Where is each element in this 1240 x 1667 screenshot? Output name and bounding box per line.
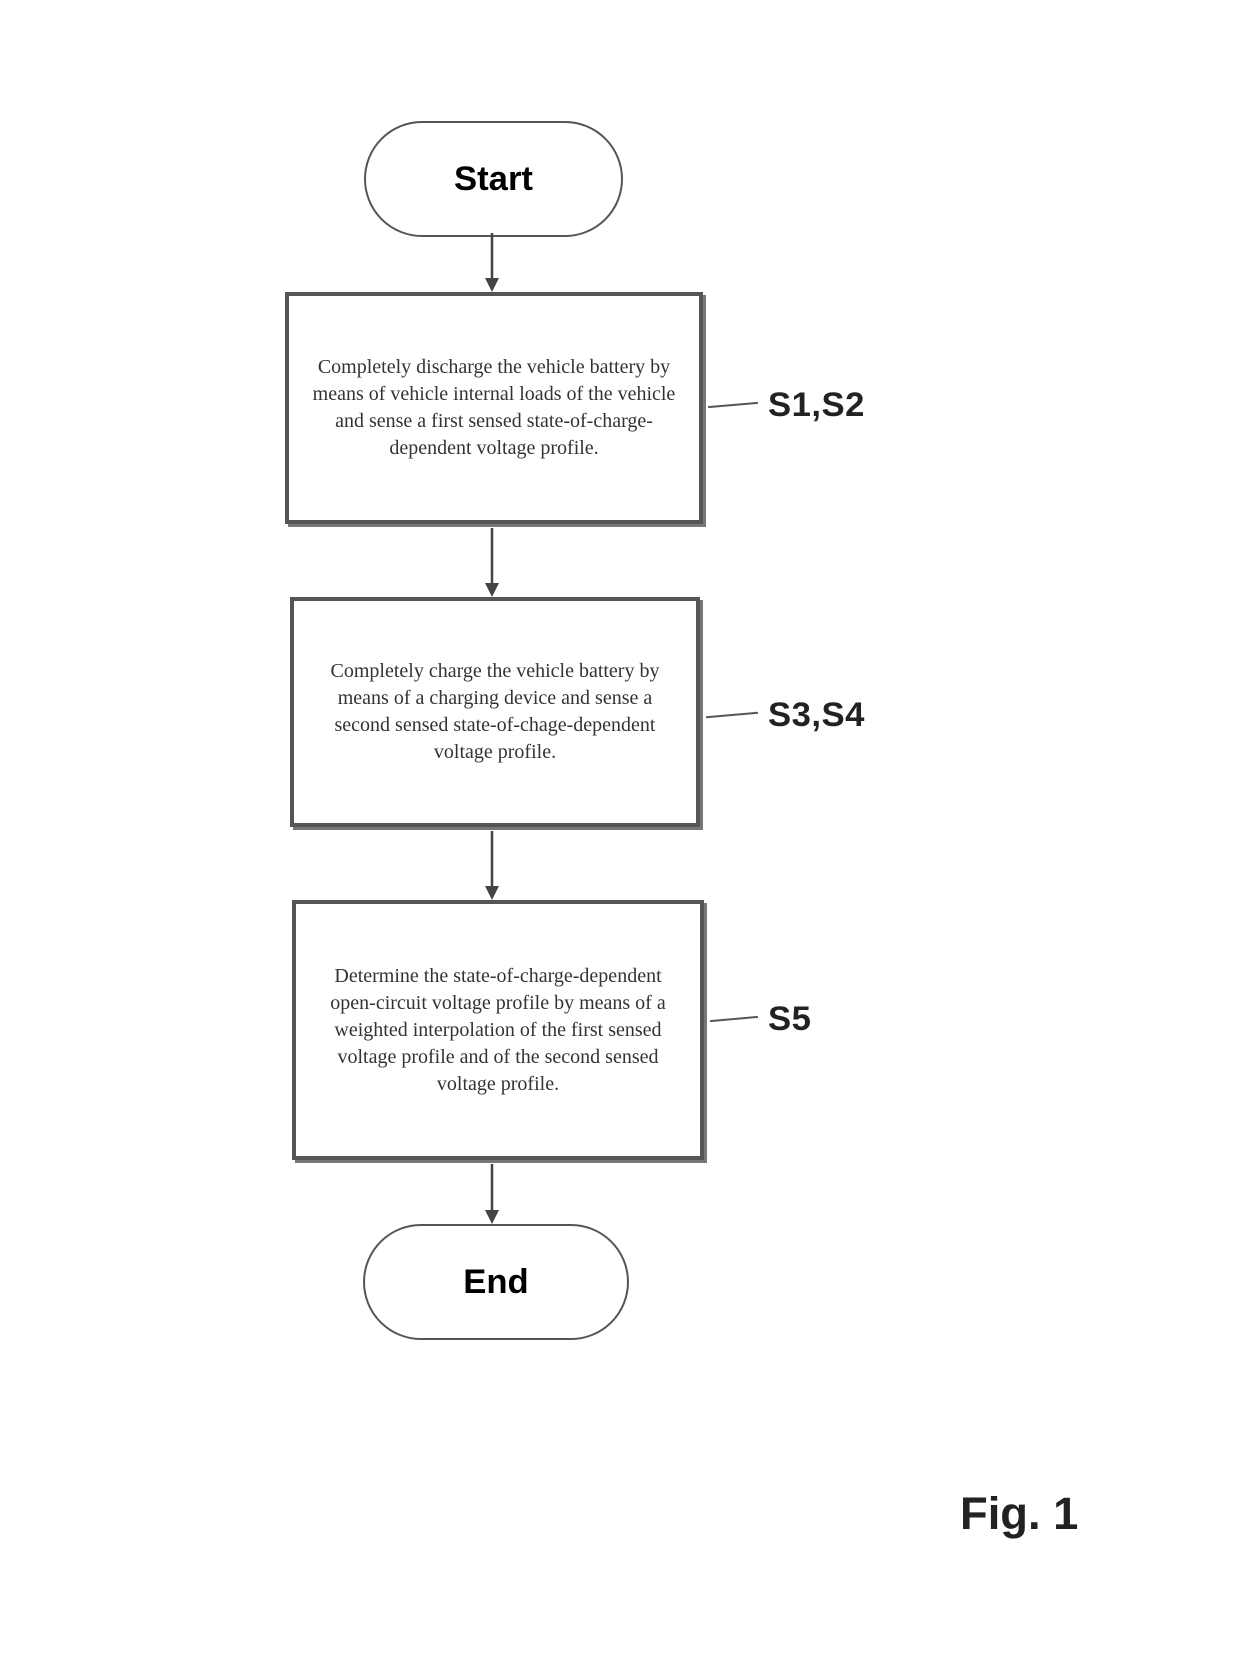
- arrow-step3-end: [480, 1164, 504, 1224]
- process-step1-text: Completely discharge the vehicle battery…: [303, 354, 685, 462]
- process-step2-text: Completely charge the vehicle battery by…: [308, 658, 682, 766]
- flowchart-canvas: Start Completely discharge the vehicle b…: [0, 0, 1240, 1667]
- label-s5: S5: [768, 1000, 811, 1039]
- label-s1s2: S1,S2: [768, 386, 865, 425]
- arrow-step2-step3: [480, 831, 504, 900]
- end-text: End: [463, 1263, 528, 1302]
- figure-label: Fig. 1: [960, 1488, 1078, 1540]
- process-step2: Completely charge the vehicle battery by…: [290, 597, 700, 827]
- process-step3: Determine the state-of-charge-dependent …: [292, 900, 704, 1160]
- connector-s5: [710, 1016, 758, 1022]
- label-s3s4: S3,S4: [768, 696, 865, 735]
- start-node: Start: [364, 121, 623, 237]
- connector-s3s4: [706, 712, 758, 719]
- end-node: End: [363, 1224, 629, 1340]
- start-text: Start: [454, 160, 533, 199]
- process-step3-text: Determine the state-of-charge-dependent …: [310, 963, 686, 1098]
- connector-s1s2: [708, 402, 758, 408]
- process-step1: Completely discharge the vehicle battery…: [285, 292, 703, 524]
- arrow-step1-step2: [480, 528, 504, 597]
- arrow-start-step1: [480, 233, 504, 292]
